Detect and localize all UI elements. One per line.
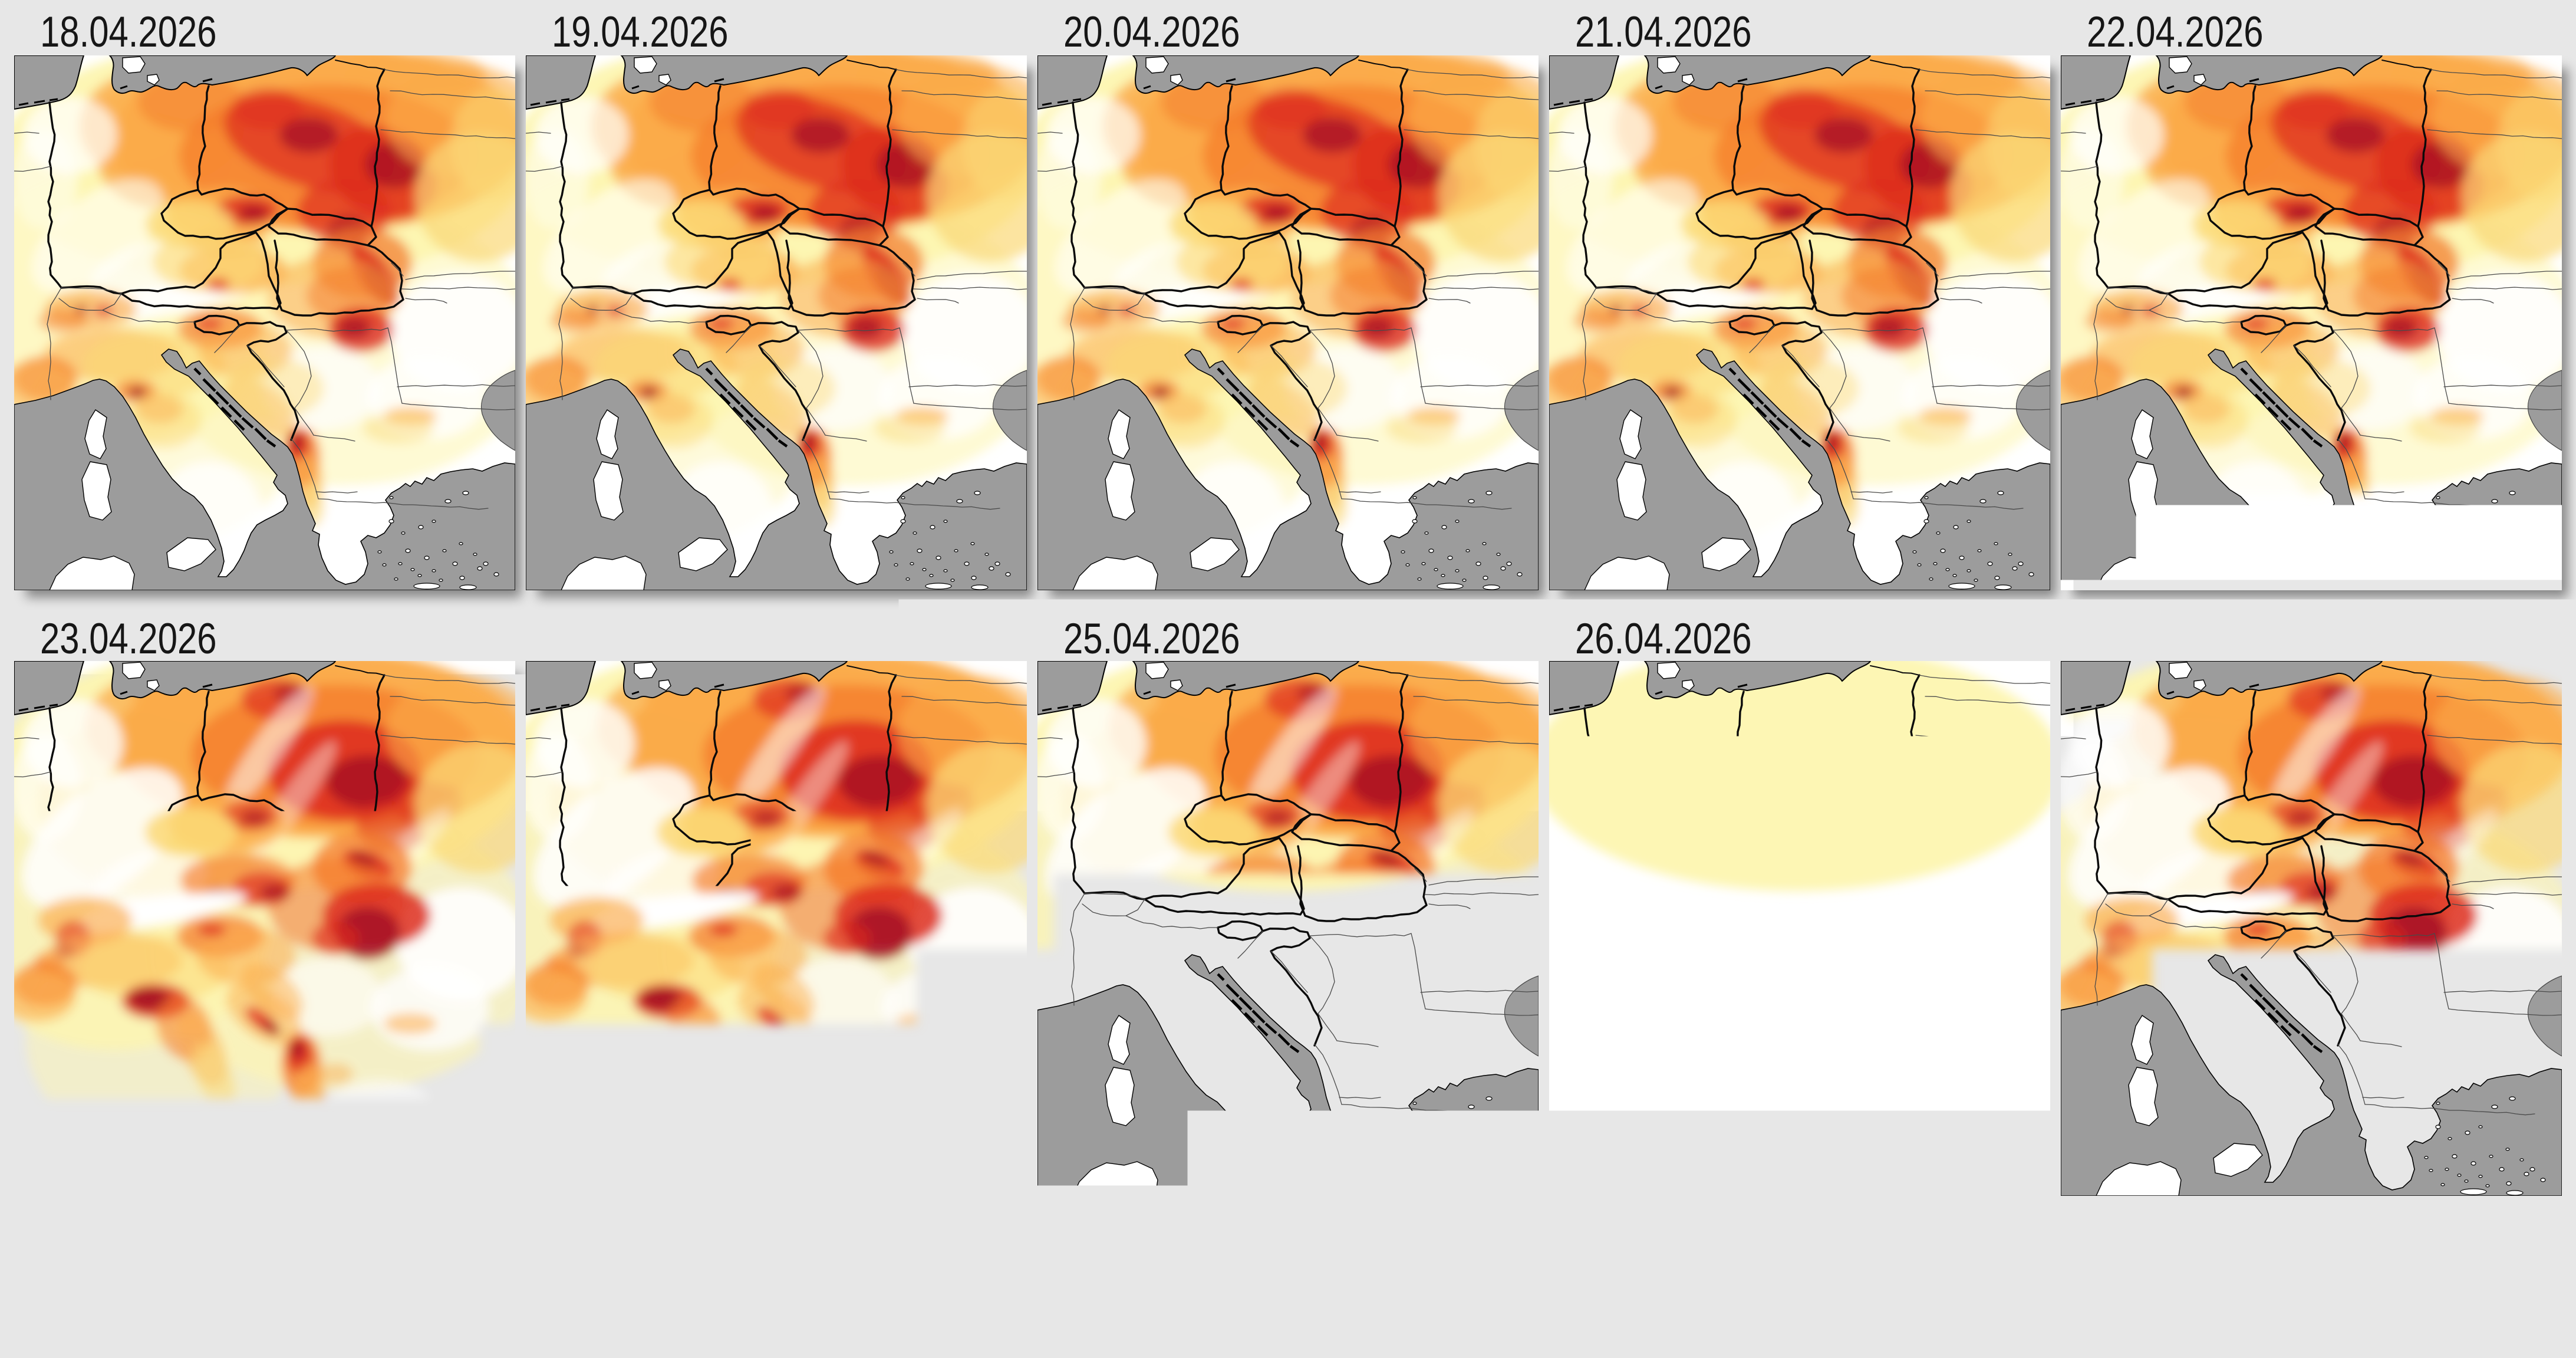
svg-text:0: 0 (2385, 602, 2400, 633)
svg-text:km: km (2516, 602, 2552, 633)
svg-text:500: 500 (2466, 602, 2512, 633)
svg-text:INTERSUCHO: INTERSUCHO (472, 1298, 642, 1333)
